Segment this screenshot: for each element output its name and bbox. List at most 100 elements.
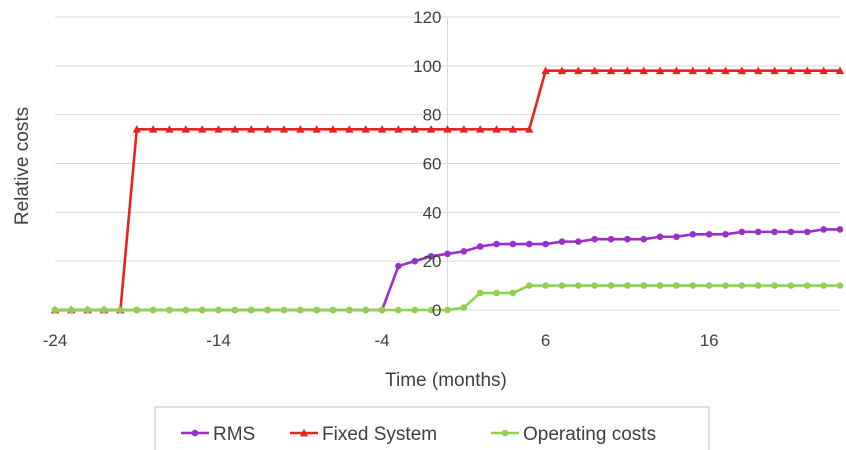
- data-point: [312, 125, 321, 133]
- y-tick-label: 0: [432, 301, 441, 320]
- data-point: [640, 235, 648, 243]
- data-point: [787, 228, 795, 236]
- data-point: [656, 233, 664, 241]
- data-point: [410, 125, 419, 133]
- data-point: [148, 125, 158, 133]
- x-axis-title: Time (months): [385, 370, 507, 391]
- data-point: [296, 125, 305, 133]
- data-point: [181, 125, 191, 133]
- data-point: [509, 240, 517, 248]
- y-tick-label: 100: [413, 57, 441, 76]
- data-point: [575, 282, 582, 289]
- legend-item: Operating costs: [491, 424, 656, 445]
- data-point: [655, 66, 665, 75]
- data-point: [166, 306, 173, 314]
- legend-item: RMS: [181, 424, 255, 445]
- y-axis-title: Relative costs: [12, 107, 33, 225]
- data-point: [624, 235, 631, 243]
- data-point: [197, 125, 207, 133]
- data-point: [411, 257, 419, 265]
- data-point: [493, 240, 500, 248]
- data-point: [280, 306, 288, 314]
- legend: RMS Fixed System Operating costs: [154, 406, 710, 450]
- data-point: [509, 289, 517, 297]
- y-tick-label: 120: [413, 8, 441, 27]
- data-point: [673, 282, 680, 289]
- data-point: [525, 240, 533, 248]
- data-point: [476, 125, 485, 133]
- data-point: [346, 306, 353, 314]
- data-point: [68, 306, 75, 314]
- data-point: [689, 231, 697, 238]
- data-point: [803, 282, 811, 289]
- data-point: [493, 289, 500, 297]
- data-point: [803, 66, 812, 75]
- series-lines: [50, 66, 845, 314]
- data-point: [329, 306, 337, 314]
- data-point: [640, 282, 648, 289]
- data-point: [722, 282, 729, 289]
- data-point: [557, 66, 567, 75]
- data-point: [132, 125, 141, 133]
- y-tick-label: 40: [423, 203, 442, 222]
- data-point: [737, 66, 747, 75]
- data-point: [460, 248, 468, 255]
- data-point: [394, 125, 403, 133]
- data-point: [411, 306, 419, 314]
- data-point: [313, 306, 320, 314]
- data-point: [771, 228, 778, 236]
- data-point: [689, 282, 697, 289]
- y-tick-label: 60: [423, 155, 442, 174]
- data-point: [624, 282, 631, 289]
- y-tick-label: 80: [423, 106, 442, 125]
- series-operating-costs: [51, 282, 844, 314]
- data-point: [182, 306, 190, 314]
- data-point: [722, 231, 729, 238]
- data-point: [688, 66, 698, 75]
- tick-labels: 0 20 40 60 80 100 120 -24 -14 -4 6 16: [43, 8, 719, 350]
- data-point: [362, 306, 370, 314]
- data-point: [492, 125, 501, 133]
- data-point: [754, 66, 763, 75]
- data-point: [819, 66, 828, 75]
- data-point: [738, 282, 746, 289]
- data-point: [476, 243, 484, 250]
- data-point: [279, 125, 289, 133]
- data-point: [214, 125, 223, 133]
- data-point: [558, 238, 566, 245]
- data-point: [264, 306, 271, 314]
- data-point: [395, 262, 402, 270]
- legend-label: Fixed System: [322, 424, 437, 445]
- data-point: [149, 306, 157, 314]
- x-tick-label: 16: [700, 331, 719, 350]
- data-point: [230, 125, 240, 133]
- legend-marker: [299, 428, 309, 437]
- data-point: [590, 66, 599, 75]
- data-point: [721, 66, 730, 75]
- data-point: [787, 282, 795, 289]
- data-point: [525, 282, 533, 289]
- data-point: [803, 228, 811, 236]
- data-point: [215, 306, 222, 314]
- data-point: [361, 125, 370, 133]
- data-point: [443, 125, 452, 133]
- data-point: [345, 125, 354, 133]
- x-tick-label: -4: [375, 331, 390, 350]
- data-point: [705, 282, 713, 289]
- data-point: [542, 282, 549, 289]
- data-point: [427, 306, 435, 314]
- data-point: [558, 282, 566, 289]
- data-point: [133, 306, 141, 314]
- y-tick-label: 20: [423, 252, 442, 271]
- data-point: [591, 282, 598, 289]
- data-point: [427, 252, 435, 260]
- data-point: [247, 306, 255, 314]
- data-point: [836, 226, 844, 233]
- data-point: [754, 228, 762, 236]
- data-point: [117, 306, 124, 314]
- data-point: [836, 282, 844, 289]
- data-point: [607, 282, 615, 289]
- legend-marker: [501, 429, 509, 437]
